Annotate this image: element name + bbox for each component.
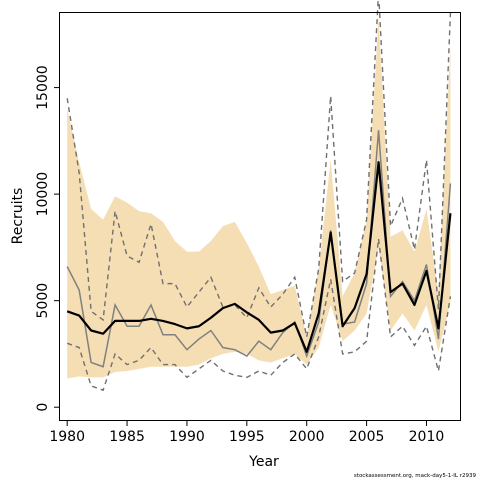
footnote: stockassessment.org, mack-day5-1-IL r293…	[354, 473, 477, 479]
y-tick-label: 15000	[35, 65, 51, 110]
x-tick-label: 2010	[409, 429, 445, 445]
y-tick-label: 10000	[35, 172, 51, 217]
x-axis-title: Year	[248, 454, 279, 470]
x-tick-label: 2005	[349, 429, 385, 445]
x-tick-label: 1980	[49, 429, 85, 445]
plot-frame	[59, 12, 461, 421]
estimate-line	[66, 161, 452, 353]
y-axis: 0 5000 10000 15000	[35, 65, 60, 412]
y-tick-label: 0	[35, 403, 51, 412]
y-axis-title: Recruits	[10, 188, 26, 245]
plot-area	[66, 0, 452, 392]
x-tick-label: 1985	[109, 429, 145, 445]
y-tick-label: 5000	[35, 283, 51, 319]
comparison-ci-high-line	[66, 0, 452, 338]
x-axis: 1980 1985 1990 1995 2000 2005 2010	[49, 420, 444, 445]
confidence-band	[67, 17, 451, 379]
comparison-ci-low-line	[66, 238, 452, 392]
x-tick-label: 1990	[169, 429, 205, 445]
x-tick-label: 2000	[289, 429, 325, 445]
x-tick-label: 1995	[229, 429, 265, 445]
